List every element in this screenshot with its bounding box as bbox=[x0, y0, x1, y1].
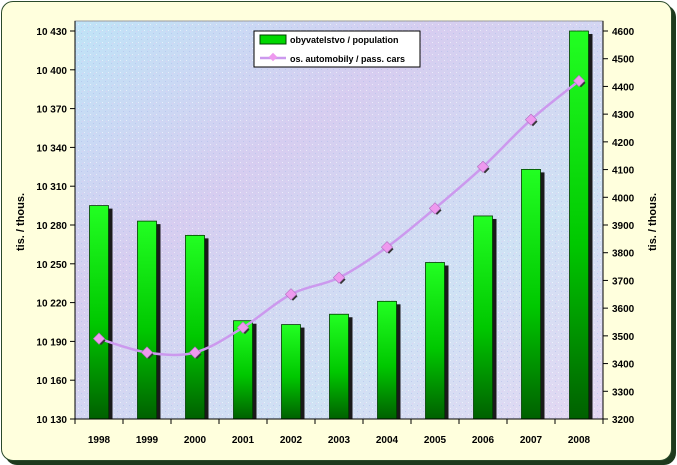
bar-2004 bbox=[377, 300, 397, 420]
x-tick-label: 2003 bbox=[328, 435, 351, 446]
x-tick-label: 2002 bbox=[280, 435, 303, 446]
point-2004 bbox=[380, 241, 394, 254]
bar-2007 bbox=[521, 168, 541, 420]
y-left-tick-label: 10 190 bbox=[36, 337, 67, 348]
point-1999 bbox=[140, 346, 154, 359]
bar-2001 bbox=[233, 320, 253, 420]
y-left-tick-label: 10 400 bbox=[36, 66, 67, 77]
bar-2002 bbox=[281, 324, 301, 420]
y-left-tick-label: 10 220 bbox=[36, 299, 67, 310]
y-left-tick-label: 10 250 bbox=[36, 260, 67, 271]
x-tick-label: 2001 bbox=[232, 435, 255, 446]
y-right-tick-label: 4600 bbox=[612, 27, 635, 38]
cars-line bbox=[92, 74, 586, 360]
axes: 10 130 10 160 10 190 10 220 10 250 10 280 10 3… bbox=[36, 21, 635, 446]
bar-2003 bbox=[329, 313, 349, 420]
y-right-tick-label: 3300 bbox=[612, 387, 635, 398]
legend-label-cars: os. automobily / pass. cars bbox=[290, 54, 405, 64]
point-2003 bbox=[332, 271, 346, 284]
y-left-tick-label: 10 430 bbox=[36, 27, 67, 38]
point-2001 bbox=[236, 321, 250, 334]
y-right-tick-label: 4400 bbox=[612, 82, 635, 93]
bar-1999 bbox=[137, 220, 157, 420]
bar-1998 bbox=[89, 205, 109, 420]
x-tick-label: 2005 bbox=[424, 435, 447, 446]
x-tick-label: 2004 bbox=[376, 435, 399, 446]
point-2008 bbox=[572, 74, 586, 87]
legend: obyvatelstvo / population os. automobily… bbox=[253, 30, 421, 68]
y-right-tick-label: 3800 bbox=[612, 249, 635, 260]
x-tick-label: 2007 bbox=[520, 435, 543, 446]
y-right-tick-label: 3900 bbox=[612, 221, 635, 232]
y-right-tick-label: 4100 bbox=[612, 166, 635, 177]
point-2007 bbox=[524, 113, 538, 126]
x-tick-label: 1999 bbox=[136, 435, 159, 446]
y-left-tick-label: 10 280 bbox=[36, 221, 67, 232]
legend-marker-swatch bbox=[268, 52, 278, 62]
y-right-axis-title: tis. / thous. bbox=[647, 193, 659, 251]
y-right-tick-label: 4300 bbox=[612, 110, 635, 121]
bar-2008 bbox=[569, 30, 589, 420]
x-tick-label: 1998 bbox=[88, 435, 111, 446]
point-2000 bbox=[188, 346, 202, 359]
x-tick-label: 2008 bbox=[568, 435, 591, 446]
point-2006 bbox=[476, 160, 490, 173]
y-left-tick-label: 10 310 bbox=[36, 182, 67, 193]
bar-2005 bbox=[425, 262, 445, 420]
x-tick-label: 2006 bbox=[472, 435, 495, 446]
y-right-tick-label: 3200 bbox=[612, 415, 635, 426]
y-left-tick-label: 10 370 bbox=[36, 105, 67, 116]
bar-2000 bbox=[185, 234, 205, 420]
legend-bar-swatch bbox=[259, 34, 287, 45]
y-left-tick-label: 10 160 bbox=[36, 376, 67, 387]
y-right-tick-label: 3500 bbox=[612, 332, 635, 343]
y-right-tick-label: 3700 bbox=[612, 276, 635, 287]
y-right-tick-label: 4500 bbox=[612, 55, 635, 66]
bar-2006 bbox=[473, 215, 493, 420]
point-1998 bbox=[92, 332, 106, 345]
y-right-tick-label: 3400 bbox=[612, 360, 635, 371]
y-left-axis-title: tis. / thous. bbox=[15, 193, 27, 251]
y-right-tick-label: 4200 bbox=[612, 138, 635, 149]
point-2002 bbox=[284, 288, 298, 301]
y-left-tick-label: 10 130 bbox=[36, 415, 67, 426]
legend-label-population: obyvatelstvo / population bbox=[290, 35, 399, 45]
y-right-tick-label: 4000 bbox=[612, 193, 635, 204]
y-left-tick-label: 10 340 bbox=[36, 143, 67, 154]
population-bars bbox=[89, 30, 593, 420]
point-2005 bbox=[428, 202, 442, 215]
y-right-tick-label: 3600 bbox=[612, 304, 635, 315]
x-tick-label: 2000 bbox=[184, 435, 207, 446]
